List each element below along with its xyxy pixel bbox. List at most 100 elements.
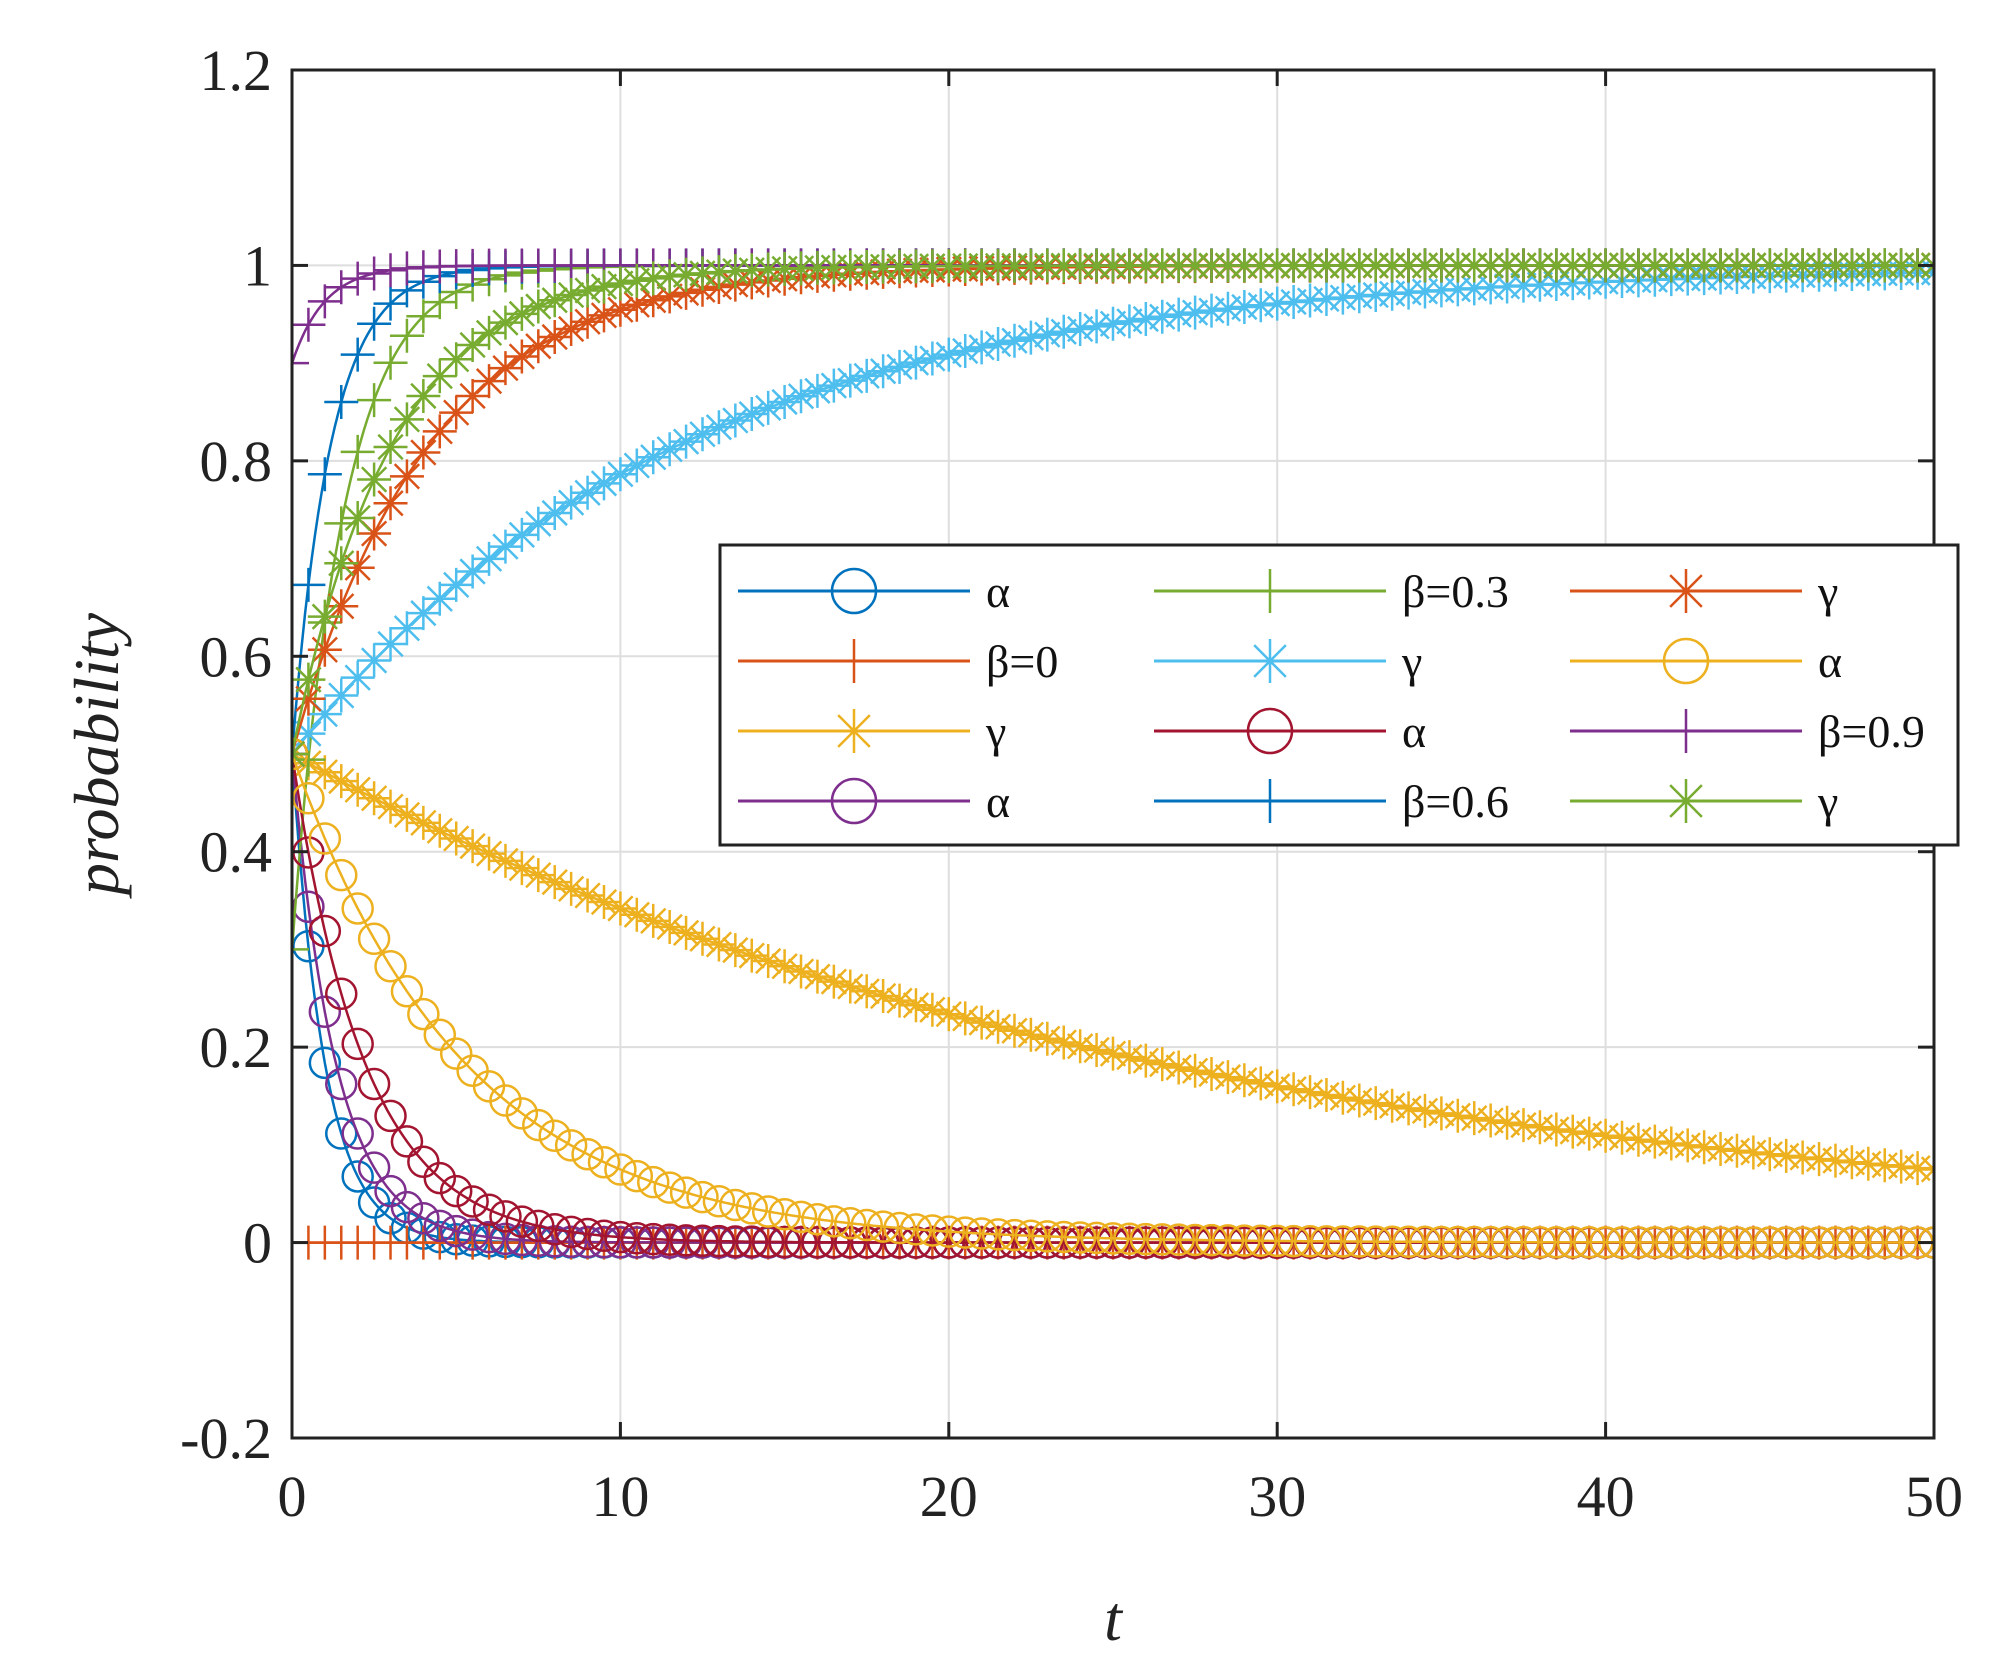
series-marker bbox=[504, 851, 539, 886]
series-marker bbox=[998, 1226, 1031, 1259]
series-marker bbox=[1161, 297, 1196, 332]
legend-marker bbox=[830, 567, 878, 615]
series-marker bbox=[439, 1037, 473, 1070]
series-marker bbox=[521, 506, 556, 541]
series-marker bbox=[1096, 306, 1130, 341]
series-marker bbox=[899, 1213, 933, 1246]
series-marker bbox=[619, 897, 654, 932]
x-tick-label: 40 bbox=[1577, 1464, 1635, 1529]
series-marker bbox=[718, 403, 753, 438]
series-marker bbox=[1128, 1043, 1163, 1078]
y-tick-label: 1.2 bbox=[200, 38, 273, 103]
series-marker bbox=[406, 435, 441, 470]
series-marker bbox=[406, 299, 441, 334]
series-marker bbox=[357, 306, 392, 341]
series-marker bbox=[373, 627, 408, 662]
series-marker bbox=[1835, 1226, 1869, 1259]
series-marker bbox=[373, 429, 408, 464]
series-marker bbox=[1655, 1226, 1688, 1259]
series-marker bbox=[1310, 1225, 1343, 1258]
series-marker bbox=[1309, 1077, 1344, 1112]
series-marker bbox=[1507, 1225, 1540, 1259]
series-marker bbox=[554, 871, 589, 906]
series-marker bbox=[751, 1195, 785, 1228]
series-marker bbox=[1047, 1220, 1080, 1254]
series-marker bbox=[849, 358, 884, 393]
series-marker bbox=[406, 805, 441, 840]
series-marker bbox=[1572, 1226, 1606, 1259]
series-marker bbox=[1834, 1145, 1869, 1180]
series-marker bbox=[292, 567, 326, 602]
series-marker bbox=[669, 424, 704, 459]
series-marker bbox=[472, 1193, 506, 1226]
series-marker bbox=[1178, 1053, 1213, 1088]
series-marker bbox=[455, 327, 490, 362]
series-marker bbox=[1867, 1148, 1902, 1183]
series-marker bbox=[734, 397, 769, 432]
series-marker bbox=[1325, 1080, 1360, 1115]
x-tick-label: 0 bbox=[278, 1464, 307, 1529]
series-marker bbox=[472, 315, 507, 350]
series-marker bbox=[357, 516, 392, 551]
series-marker bbox=[1737, 1226, 1770, 1259]
series-marker bbox=[1473, 1103, 1508, 1138]
series-marker bbox=[324, 764, 359, 799]
series-marker bbox=[292, 681, 326, 716]
series-marker bbox=[1276, 284, 1311, 319]
series-marker bbox=[1014, 1226, 1048, 1259]
legend-marker bbox=[1248, 569, 1292, 613]
legend-item: γ bbox=[1570, 566, 1838, 617]
series-marker bbox=[357, 1067, 391, 1101]
series-marker bbox=[472, 836, 507, 871]
series-marker bbox=[915, 992, 950, 1027]
series-marker bbox=[1769, 1226, 1803, 1259]
series-marker bbox=[292, 716, 326, 751]
series-marker bbox=[965, 1217, 998, 1250]
series-marker bbox=[997, 1013, 1032, 1048]
series-marker bbox=[866, 354, 901, 389]
series-marker bbox=[735, 1225, 769, 1258]
series-marker bbox=[619, 263, 654, 298]
series-marker bbox=[898, 345, 933, 380]
series-marker bbox=[292, 307, 326, 342]
series-marker bbox=[1030, 317, 1065, 352]
series-marker bbox=[1589, 1226, 1622, 1259]
series-marker bbox=[669, 275, 704, 310]
series-marker bbox=[603, 891, 638, 926]
series-marker bbox=[571, 1217, 604, 1251]
series-marker bbox=[505, 1205, 539, 1238]
series-marker bbox=[1195, 1223, 1228, 1257]
series-marker bbox=[948, 1216, 982, 1249]
series-marker bbox=[324, 546, 359, 581]
series-marker bbox=[882, 983, 917, 1018]
series-marker bbox=[455, 554, 490, 589]
series-marker bbox=[373, 345, 408, 380]
series-marker bbox=[1096, 1222, 1130, 1255]
series-marker bbox=[1375, 1088, 1410, 1123]
series-marker bbox=[636, 261, 671, 296]
series-marker bbox=[834, 1226, 867, 1259]
legend-marker bbox=[1664, 709, 1708, 753]
series-marker bbox=[521, 329, 556, 364]
series-marker bbox=[1375, 1225, 1409, 1258]
series-marker bbox=[1243, 288, 1278, 323]
series-marker bbox=[916, 1214, 949, 1247]
series-marker bbox=[1046, 1025, 1081, 1060]
series-marker bbox=[456, 1185, 489, 1218]
series-marker bbox=[619, 287, 654, 322]
series-9 bbox=[292, 737, 1934, 1259]
series-marker bbox=[407, 1145, 440, 1179]
series-marker bbox=[292, 932, 309, 967]
series-marker bbox=[1392, 1225, 1425, 1259]
series-marker bbox=[554, 1129, 588, 1162]
series-marker bbox=[784, 1200, 818, 1234]
series-marker bbox=[373, 253, 408, 288]
series-marker bbox=[538, 1119, 571, 1152]
series-marker bbox=[1178, 295, 1213, 330]
series-marker bbox=[1440, 1098, 1475, 1133]
series-marker bbox=[489, 1200, 522, 1233]
series-marker bbox=[488, 529, 523, 564]
series-marker bbox=[586, 466, 621, 501]
series-marker bbox=[357, 781, 392, 816]
series-marker bbox=[1063, 1221, 1097, 1254]
